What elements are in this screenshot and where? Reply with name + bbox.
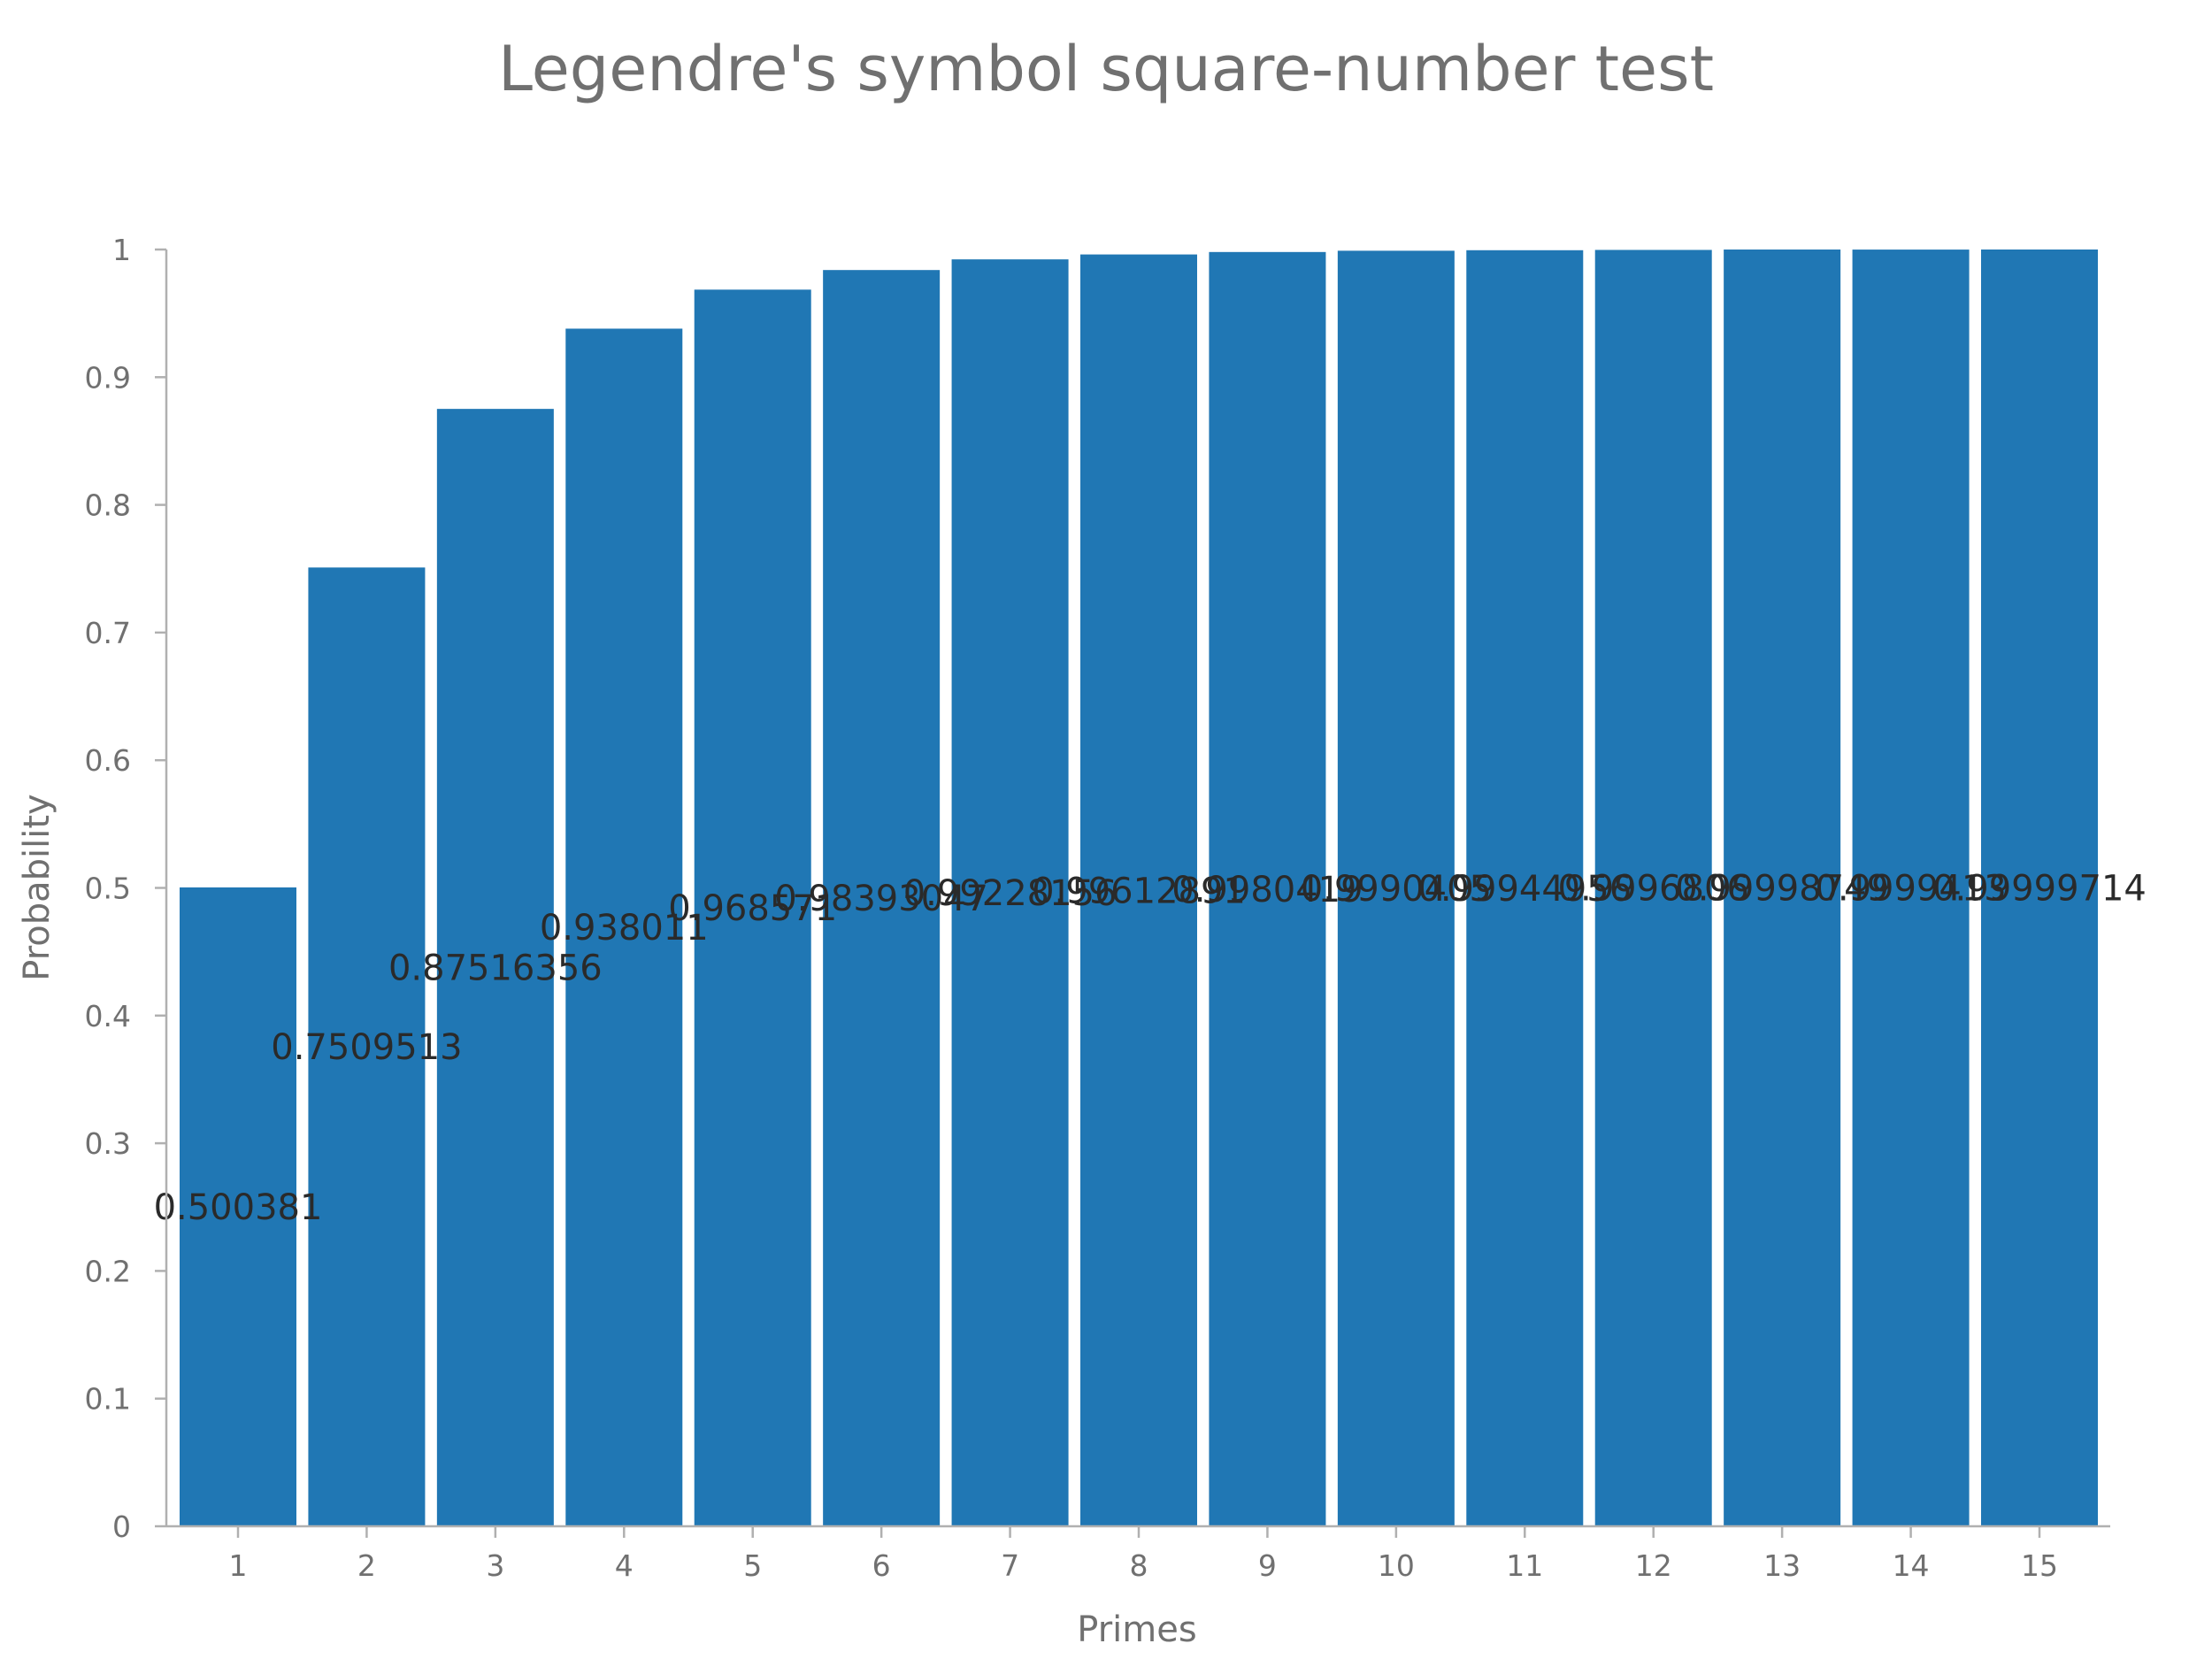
data-label-8: 0.99612891 — [1032, 871, 1246, 911]
chart-title: Legendre's symbol square-number test — [498, 33, 1714, 105]
y-tick-label-0.2: 0.2 — [85, 1254, 131, 1288]
x-tick-label-13: 13 — [1763, 1548, 1801, 1583]
y-tick-label-0.5: 0.5 — [85, 872, 131, 906]
x-tick-label-3: 3 — [486, 1548, 504, 1583]
x-tick-label-2: 2 — [357, 1548, 376, 1583]
data-label-4: 0.938011 — [540, 908, 709, 949]
y-axis-label: Probability — [17, 794, 58, 980]
data-label-3: 0.87516356 — [388, 949, 603, 989]
bar-12 — [1594, 250, 1712, 1526]
y-axis: 0 0.1 0.2 0.3 0.4 0.5 0.6 0.7 0.8 0.9 1 — [85, 233, 168, 1544]
bar-1 — [180, 887, 296, 1526]
data-label-9: 0.9980419 — [1171, 870, 1363, 910]
y-tick-label-0.8: 0.8 — [85, 488, 131, 523]
y-tick-label-0.9: 0.9 — [85, 360, 131, 395]
x-tick-label-6: 6 — [872, 1548, 891, 1583]
x-tick-label-7: 7 — [1001, 1548, 1019, 1583]
bar-4 — [565, 328, 683, 1526]
x-axis-label: Primes — [1077, 1609, 1196, 1650]
x-tick-label-12: 12 — [1635, 1548, 1672, 1583]
bar-5 — [694, 289, 811, 1526]
bar-8 — [1080, 254, 1197, 1527]
bar-6 — [823, 270, 941, 1526]
bar-14 — [1852, 250, 1970, 1526]
data-label-15: 0.99999714 — [1932, 869, 2147, 910]
bar-3 — [436, 409, 554, 1527]
bar-10 — [1337, 250, 1455, 1527]
bar-15 — [1981, 250, 2098, 1526]
data-label-11: 0.99944956 — [1417, 869, 1632, 910]
data-labels-group: 0.500381 0.7509513 0.875163560.9380110.968… — [154, 869, 2147, 1228]
data-label-10: 0.9990405 — [1301, 869, 1492, 910]
data-label-12: 0.9996806 — [1558, 869, 1749, 910]
x-tick-label-15: 15 — [2021, 1548, 2058, 1583]
bar-9 — [1209, 251, 1326, 1526]
bar-2 — [308, 567, 426, 1527]
x-tick-label-1: 1 — [229, 1548, 248, 1583]
x-tick-label-9: 9 — [1258, 1548, 1277, 1583]
data-label-6: 0.98393047 — [774, 879, 988, 919]
x-tick-label-5: 5 — [743, 1548, 762, 1583]
bar-7 — [951, 259, 1069, 1526]
bar-13 — [1724, 250, 1841, 1526]
bar-11 — [1466, 250, 1584, 1526]
y-tick-label-0.6: 0.6 — [85, 743, 131, 778]
y-tick-label-0.1: 0.1 — [85, 1382, 131, 1417]
y-tick-label-1: 1 — [112, 233, 131, 267]
y-tick-label-0.4: 0.4 — [85, 999, 131, 1033]
data-label-14: 0.9999413 — [1815, 869, 2006, 910]
y-tick-label-0.3: 0.3 — [85, 1126, 131, 1161]
data-label-1: 0.500381 — [154, 1187, 323, 1228]
y-tick-label-0.7: 0.7 — [85, 616, 131, 650]
data-label-7: 0.99228156 — [903, 873, 1118, 914]
data-label-5: 0.968571 — [668, 888, 837, 929]
x-tick-label-4: 4 — [615, 1548, 634, 1583]
x-tick-label-14: 14 — [1893, 1548, 1930, 1583]
x-axis: 1 2 3 4 5 6 7 8 9 10 11 12 13 14 15 — [166, 1525, 2110, 1583]
y-tick-label-0: 0 — [112, 1509, 131, 1544]
x-tick-label-11: 11 — [1506, 1548, 1543, 1583]
data-label-2: 0.7509513 — [271, 1027, 462, 1068]
bars-group — [180, 250, 2098, 1527]
x-tick-label-10: 10 — [1378, 1548, 1415, 1583]
data-label-13: 0.99998749 — [1675, 869, 1889, 910]
x-tick-label-8: 8 — [1130, 1548, 1148, 1583]
